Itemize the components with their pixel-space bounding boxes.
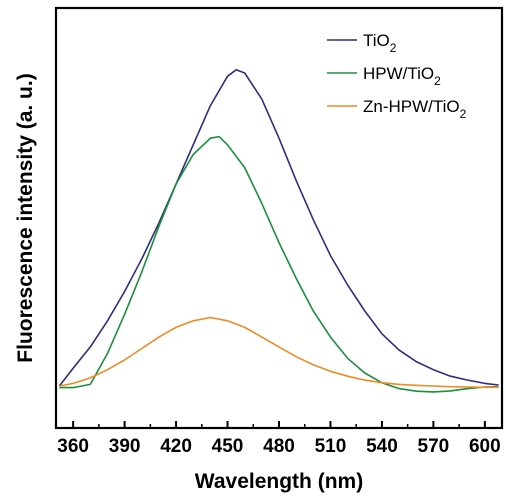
plot-frame	[54, 6, 504, 430]
y-axis-title: Fluorescence intensity (a. u.)	[14, 73, 37, 362]
x-ticks	[72, 421, 486, 428]
x-axis-title: Wavelength (nm)	[195, 470, 363, 493]
legend-label-hpw-tio2: HPW/TiO2	[363, 64, 441, 88]
x-tick-label: 600	[469, 436, 501, 457]
series-line-zn-hpw-tio2	[59, 316, 499, 389]
x-tick-label: 510	[315, 436, 347, 457]
legend-label-tio2: TiO2	[363, 31, 397, 55]
x-tick-label: 570	[418, 436, 450, 457]
legend: TiO2 HPW/TiO2 Zn-HPW/TiO2	[327, 31, 467, 121]
x-tick-label: 540	[366, 436, 398, 457]
series-line-hpw-tio2	[59, 135, 499, 393]
x-tick-labels: 360 390 420 450 480 510 540 570 600	[57, 436, 500, 457]
x-tick-label: 480	[263, 436, 295, 457]
plot-lines	[58, 69, 499, 393]
series-line-tio2	[58, 69, 499, 387]
x-tick-label: 360	[57, 436, 89, 457]
x-tick-label: 420	[160, 436, 192, 457]
x-tick-label: 450	[212, 436, 244, 457]
legend-label-zn-hpw-tio2: Zn-HPW/TiO2	[363, 97, 467, 121]
x-tick-label: 390	[109, 436, 141, 457]
